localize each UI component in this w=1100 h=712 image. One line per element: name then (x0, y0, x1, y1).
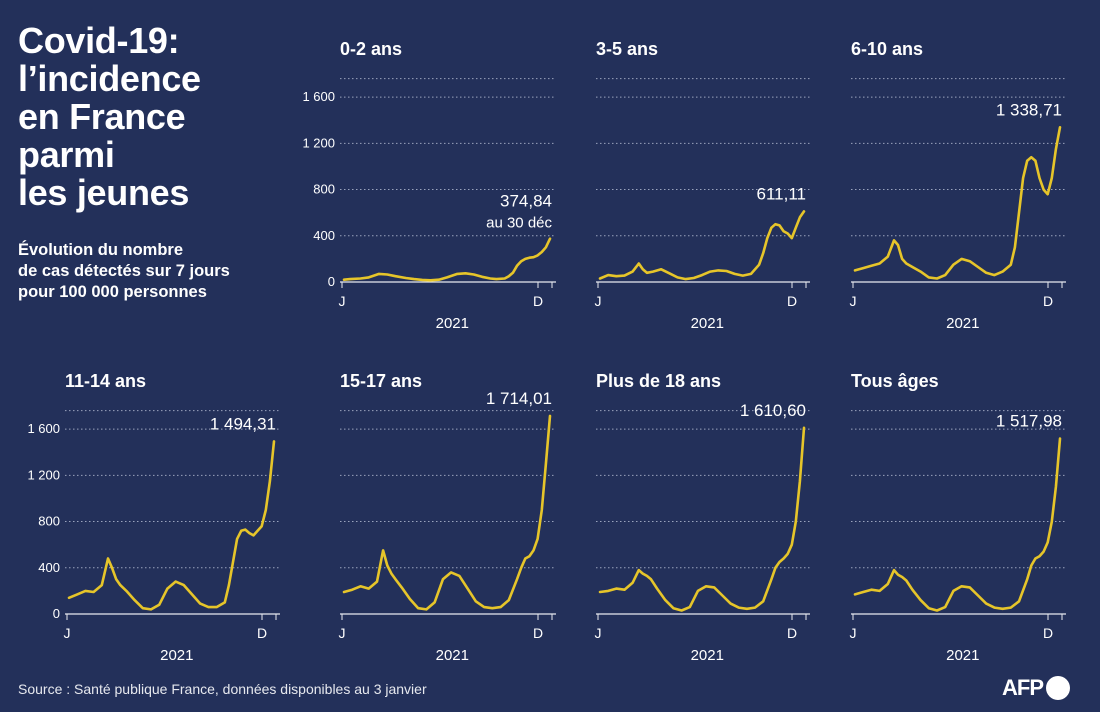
x-tick-label: D (1043, 293, 1053, 309)
chart-panel-1: 0-2 ans 0 400 800 1 200 1 600 J D 2021 374,84 au 3… (302, 39, 556, 332)
series-line (342, 237, 552, 282)
page-title: Covid-19: l’incidence en France parmi le… (18, 20, 201, 213)
x-tick-label: J (595, 625, 602, 641)
y-tick-label: 400 (38, 560, 60, 575)
end-value-label: 374,84 (500, 192, 552, 211)
end-value-label: 1 517,98 (996, 412, 1062, 431)
page-subtitle: Évolution du nombre de cas détectés sur … (18, 241, 230, 301)
chart-panel-2: 3-5 ans J D 2021 611,11 (595, 39, 810, 332)
end-value-label: 1 714,01 (486, 389, 552, 408)
series-line (598, 210, 806, 281)
chart-title: 0-2 ans (340, 39, 402, 59)
x-tick-label: J (850, 625, 857, 641)
afp-logo-dot-icon (1046, 676, 1070, 700)
x-tick-label: J (850, 293, 857, 309)
x-tick-label: J (595, 293, 602, 309)
x-tick-label: J (339, 293, 346, 309)
y-tick-label: 0 (53, 606, 60, 621)
chart-title: 3-5 ans (596, 39, 658, 59)
series-line (598, 426, 806, 612)
x-tick-label: D (787, 625, 797, 641)
x-axis-label: 2021 (691, 315, 724, 332)
chart-panel-5: 15-17 ans J D 2021 1 714,01 (339, 371, 556, 664)
chart-title: 15-17 ans (340, 371, 422, 391)
x-tick-label: J (64, 625, 71, 641)
x-tick-label: J (339, 625, 346, 641)
end-value-label: 1 494,31 (210, 414, 276, 433)
chart-title: 11-14 ans (65, 371, 146, 391)
chart-title: Tous âges (851, 371, 939, 391)
x-axis-label: 2021 (160, 647, 193, 664)
chart-panel-4: 11-14 ans 0 400 800 1 200 1 600 J D 2021 1 494,31 (27, 371, 280, 664)
chart-panel-6: Plus de 18 ans J D 2021 1 610,60 (595, 371, 810, 664)
end-value-label: 1 610,60 (740, 401, 806, 420)
x-tick-label: D (533, 625, 543, 641)
x-tick-label: D (787, 293, 797, 309)
series-line (853, 437, 1062, 612)
y-tick-label: 1 200 (302, 135, 335, 150)
chart-panel-7: Tous âges J D 2021 1 517,98 (850, 371, 1066, 664)
x-axis-label: 2021 (436, 647, 469, 664)
afp-logo: AFP (1002, 674, 1070, 702)
chart-title: 6-10 ans (851, 39, 923, 59)
x-axis-label: 2021 (946, 647, 979, 664)
chart-title: Plus de 18 ans (596, 371, 721, 391)
x-tick-label: D (257, 625, 267, 641)
x-tick-label: D (1043, 625, 1053, 641)
end-value-note: au 30 déc (486, 215, 552, 232)
end-value-label: 611,11 (757, 184, 806, 203)
x-tick-label: D (533, 293, 543, 309)
y-tick-label: 400 (313, 228, 335, 243)
end-value-label: 1 338,71 (996, 100, 1062, 119)
afp-logo-text: AFP (1002, 675, 1044, 700)
series-line (853, 126, 1062, 280)
y-tick-label: 800 (38, 514, 60, 529)
series-line (342, 414, 552, 611)
source-note: Source : Santé publique France, données … (18, 681, 427, 697)
x-axis-label: 2021 (691, 647, 724, 664)
x-axis-label: 2021 (436, 315, 469, 332)
chart-panel-3: 6-10 ans J D 2021 1 338,71 (850, 39, 1066, 332)
y-tick-label: 0 (328, 274, 335, 289)
y-tick-label: 1 600 (302, 89, 335, 104)
series-line (67, 440, 276, 611)
y-tick-label: 800 (313, 182, 335, 197)
y-tick-label: 1 600 (27, 421, 60, 436)
x-axis-label: 2021 (946, 315, 979, 332)
y-tick-label: 1 200 (27, 467, 60, 482)
